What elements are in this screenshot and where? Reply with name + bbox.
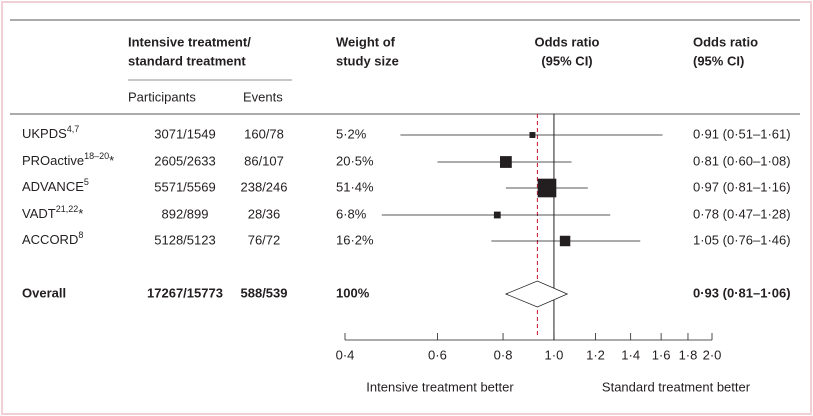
odds-ratio-label: 0·78 (0·47–1·28) [693,206,791,221]
weight: 5·2% [336,126,367,141]
participants: 17267/15773 [147,285,223,300]
participants: 3071/1549 [154,126,215,141]
events: 28/36 [248,206,281,221]
participants: 2605/2633 [154,153,215,168]
x-tick-label: 0·4 [336,347,355,362]
study-square [493,211,501,219]
odds-ratio-label: 0·91 (0·51–1·61) [693,126,791,141]
participants: 5571/5569 [154,179,215,194]
events: 588/539 [241,285,288,300]
events: 160/78 [244,126,284,141]
header: (95% CI) [693,53,744,68]
study-name: ADVANCE5 [22,177,89,194]
study-name: UKPDS4,7 [22,124,79,141]
events: 86/107 [244,153,284,168]
x-tick-label: 1·4 [621,347,640,362]
x-tick-label: 0·6 [428,347,447,362]
study-label: UKPDS [22,126,67,141]
events: 76/72 [248,232,281,247]
events: 238/246 [241,179,288,194]
x-tick-label: 0·8 [494,347,513,362]
study-square [559,235,571,247]
x-tick-label: 2·0 [703,347,722,362]
odds-ratio-label: 0·93 (0·81–1·06) [693,285,791,300]
header: standard treatment [128,53,246,68]
study-ref: 5 [84,177,89,187]
header: Odds ratio [534,34,599,49]
study-ref: 21,22 [56,204,79,214]
x-tick-label: 1·0 [545,347,564,362]
header: Participants [128,89,196,104]
axis-label: Intensive treatment better [366,379,514,394]
odds-ratio-label: 0·97 (0·81–1·16) [693,179,791,194]
x-tick-label: 1·8 [679,347,698,362]
x-tick-label: 1·6 [652,347,671,362]
study-name: PROactive18–20* [22,151,114,168]
participants: 5128/5123 [154,232,215,247]
header: (95% CI) [541,53,592,68]
study-ref: 18–20 [84,151,109,161]
x-tick-label: 1·2 [586,347,605,362]
weight: 16·2% [336,232,374,247]
header: Intensive treatment/ [128,34,251,49]
study-label: ADVANCE [22,179,84,194]
header: study size [336,53,399,68]
study-label: VADT [22,206,56,221]
study-mark: * [78,206,83,221]
study-label: PROactive [22,153,84,168]
participants: 892/899 [162,206,209,221]
header: Weight of [336,34,396,49]
axis-label: Standard treatment better [602,379,751,394]
odds-ratio-label: 0·81 (0·60–1·08) [693,153,791,168]
weight: 20·5% [336,153,374,168]
overall-diamond [504,280,569,308]
study-square [500,156,512,168]
weight: 51·4% [336,179,374,194]
study-ref: 4,7 [67,124,80,134]
header: Events [243,89,283,104]
overall-name: Overall [22,285,66,300]
study-square [529,132,536,138]
study-mark: * [109,153,114,168]
odds-ratio-label: 1·05 (0·76–1·46) [693,232,791,247]
weight: 6·8% [336,206,367,221]
study-square [537,178,557,198]
header: Odds ratio [693,34,758,49]
weight: 100% [336,285,370,300]
study-ref: 8 [78,230,83,240]
study-name: VADT21,22* [22,204,83,221]
study-name: ACCORD8 [22,230,83,247]
study-label: ACCORD [22,232,78,247]
